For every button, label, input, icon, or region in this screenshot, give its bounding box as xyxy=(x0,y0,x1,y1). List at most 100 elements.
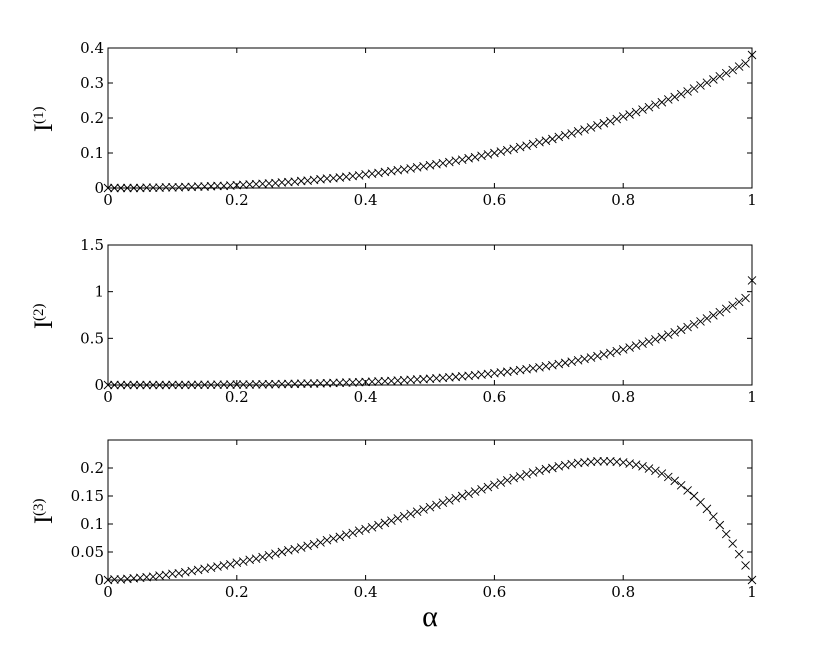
panel-2-data-point xyxy=(586,353,596,362)
panel-2-xtick-label: 0.6 xyxy=(482,388,506,406)
panel-2-data-point xyxy=(631,341,641,350)
panel-3-data-point xyxy=(309,539,319,549)
panel-3-ytick-label: 0.15 xyxy=(71,487,104,505)
panel-1-data-point xyxy=(123,183,132,193)
panel-1-data-point xyxy=(258,179,267,189)
panel-1-data-point xyxy=(264,179,274,188)
panel-1-data-point xyxy=(586,123,596,132)
panel-1-data-point xyxy=(219,181,229,191)
panel-1-data-point xyxy=(631,107,641,117)
panel-2-data-point xyxy=(258,380,267,389)
panel-2-data-point xyxy=(657,332,667,342)
panel-2-data-point xyxy=(689,320,699,329)
panel-1-data-point xyxy=(245,180,254,189)
panel-2-ytick-label: 1 xyxy=(94,283,104,301)
panel-1-data-point xyxy=(721,68,731,78)
panel-3-data-point xyxy=(238,557,248,566)
panel-3-data-point xyxy=(683,486,692,495)
panel-1-data-point xyxy=(683,87,692,96)
panel-2-data-point xyxy=(168,380,177,390)
panel-3-data-point xyxy=(406,509,415,519)
panel-2-data-point xyxy=(309,379,319,388)
panel-2-xtick-label: 0.8 xyxy=(611,388,635,406)
panel-1-data-point xyxy=(638,105,647,114)
panel-3-data-point xyxy=(535,466,544,476)
panel-1-data-point xyxy=(142,183,151,192)
panel-2-data-point xyxy=(406,375,415,385)
panel-1-data-point xyxy=(702,78,712,87)
panel-2-data-point xyxy=(155,380,164,390)
panel-3-data-point xyxy=(251,554,261,564)
panel-2-data-point xyxy=(193,380,203,390)
panel-1-data-point xyxy=(226,181,235,190)
panel-1-ytick-label: 0.3 xyxy=(80,74,104,92)
panel-2-data-point xyxy=(618,345,628,354)
panel-2-data-point xyxy=(116,380,126,390)
panel-1-data-point xyxy=(573,126,583,136)
panel-3-xtick-label: 0 xyxy=(103,583,113,601)
panel-2-data-point xyxy=(290,379,300,389)
panel-2-data-point xyxy=(709,311,718,320)
panel-2-data-point xyxy=(322,378,332,388)
panel-3-ytick-label: 0.05 xyxy=(71,543,104,561)
panel-3-data-point xyxy=(477,484,486,494)
panel-1-data-point xyxy=(200,182,209,191)
panel-2-data-point xyxy=(741,293,750,303)
panel-3-data-point xyxy=(393,514,403,523)
panel-2-data-point xyxy=(425,374,435,384)
panel-3-data-point xyxy=(457,491,467,501)
panel-2-data-point xyxy=(341,378,351,387)
panel-2-data-point xyxy=(419,374,428,384)
panel-3-data-point xyxy=(335,532,345,542)
panel-3-ylabel: I(3) xyxy=(29,499,58,525)
panel-1-ytick-label: 0.2 xyxy=(80,109,104,127)
panel-1-data-point xyxy=(560,130,570,140)
panel-2-data-point xyxy=(348,378,358,387)
panel-3-data-point xyxy=(329,534,338,543)
panel-3-data-point xyxy=(644,464,654,473)
panel-2-data-point xyxy=(329,378,338,388)
panel-3-data-point xyxy=(496,478,506,487)
panel-1-data-point xyxy=(599,118,609,128)
panel-2-data-point xyxy=(606,348,615,358)
panel-2-data-point xyxy=(135,380,145,390)
panel-3-data-point xyxy=(593,456,602,466)
panel-2-ytick-label: 1.5 xyxy=(80,236,104,254)
panel-2-data-point xyxy=(142,380,151,390)
panel-2-data-point xyxy=(219,380,229,390)
panel-1-xtick-label: 0 xyxy=(103,191,113,209)
panel-2-xtick-label: 0 xyxy=(103,388,113,406)
panel-3-data-point xyxy=(412,507,422,516)
panel-2-data-point xyxy=(245,380,254,389)
panel-2-data-point xyxy=(625,343,634,352)
panel-3-data-point xyxy=(348,528,358,538)
panel-2-data-point xyxy=(412,375,422,384)
panel-2-axes-frame xyxy=(107,244,753,386)
panel-1-data-point xyxy=(554,132,564,142)
panel-3-ylabel-superscript: (3) xyxy=(31,499,47,517)
panel-2-xtick-label: 1 xyxy=(747,388,757,406)
panel-1-data-point xyxy=(148,183,158,192)
panel-1-data-point xyxy=(689,84,699,93)
panel-3-xtick-label: 0.8 xyxy=(611,583,635,601)
panel-1-data-point xyxy=(161,182,171,192)
panel-1-data-point xyxy=(651,100,660,110)
panel-2-data-point xyxy=(264,379,274,389)
panel-3-data-point xyxy=(361,524,370,534)
panel-2-data-point xyxy=(238,380,248,389)
panel-1-xtick-label: 0.4 xyxy=(354,191,378,209)
panel-1-data-point xyxy=(663,95,673,104)
panel-3-data-point xyxy=(483,482,493,492)
panel-2-data-point xyxy=(148,380,158,390)
panel-2-data-point xyxy=(696,317,705,326)
panel-3-axes-frame xyxy=(107,439,753,581)
panel-1-data-point xyxy=(567,129,576,138)
panel-3-data-point xyxy=(271,549,280,558)
panel-3-data-point xyxy=(264,551,274,560)
panel-2-data-point xyxy=(593,351,602,361)
panel-2-data-point xyxy=(728,301,737,310)
panel-1-data-point xyxy=(116,183,126,193)
panel-3-data-point xyxy=(341,530,351,539)
panel-3-xtick-label: 1 xyxy=(747,583,757,601)
